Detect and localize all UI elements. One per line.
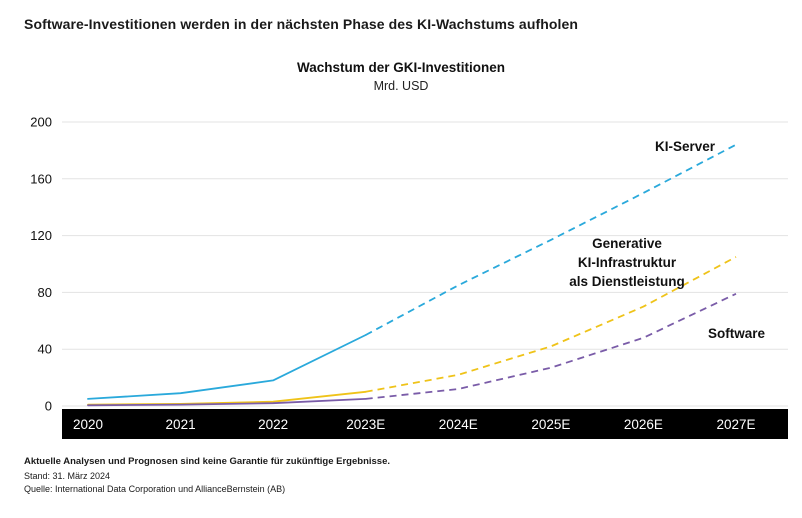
x-axis-tick-label: 2025E [531,417,570,432]
x-axis-tick-label: 2026E [624,417,663,432]
chart-title: Wachstum der GKI-Investitionen [296,60,506,75]
line-chart-svg: 0 40 80 120 160 200 2020 2021 2022 2023E 2024E 2025… [30,115,788,439]
series-label-generative-ki-line2: KI-Infrastruktur [577,255,677,270]
x-axis-tick-label: 2023E [346,417,385,432]
series-line-actual [87,334,367,400]
series-line-actual [87,390,367,406]
chart-subtitle: Mrd. USD [373,79,429,93]
x-axis-tick-label: 2020 [73,417,103,432]
series-label-software: Software [707,326,765,341]
series-line-forecast [365,143,737,336]
x-axis-band [62,409,788,439]
x-axis-tick-label: 2024E [439,417,478,432]
series-line-forecast [365,256,737,393]
footnote-source: Quelle: International Data Corporation u… [24,484,286,494]
series-label-generative-ki-line1: Generative [592,236,662,251]
y-axis-tick-label: 80 [38,285,52,300]
footnote-disclaimer: Aktuelle Analysen und Prognosen sind kei… [24,456,391,467]
x-axis-tick-label: 2022 [258,417,288,432]
series-line-actual [87,398,367,407]
series-line-forecast [365,292,737,400]
footnote-as-of-date: Stand: 31. März 2024 [24,471,111,481]
series-label-ki-server: KI-Server [654,139,715,154]
y-axis-tick-label: 120 [30,228,52,243]
series-label-generative-ki: Generative KI-Infrastruktur als Dienstle… [552,234,702,291]
line-chart: 0 40 80 120 160 200 2020 2021 2022 2023E 2024E 2025… [0,100,802,445]
x-axis-tick-label: 2021 [166,417,196,432]
x-axis-tick-label: 2027E [716,417,755,432]
page-title: Software-Investitionen werden in der näc… [24,16,579,32]
y-axis-tick-label: 0 [45,399,52,414]
y-axis-tick-label: 160 [30,171,52,186]
series-label-generative-ki-line3: als Dienstleistung [569,274,685,289]
y-axis-tick-label: 200 [30,115,52,130]
y-axis-tick-label: 40 [38,342,52,357]
